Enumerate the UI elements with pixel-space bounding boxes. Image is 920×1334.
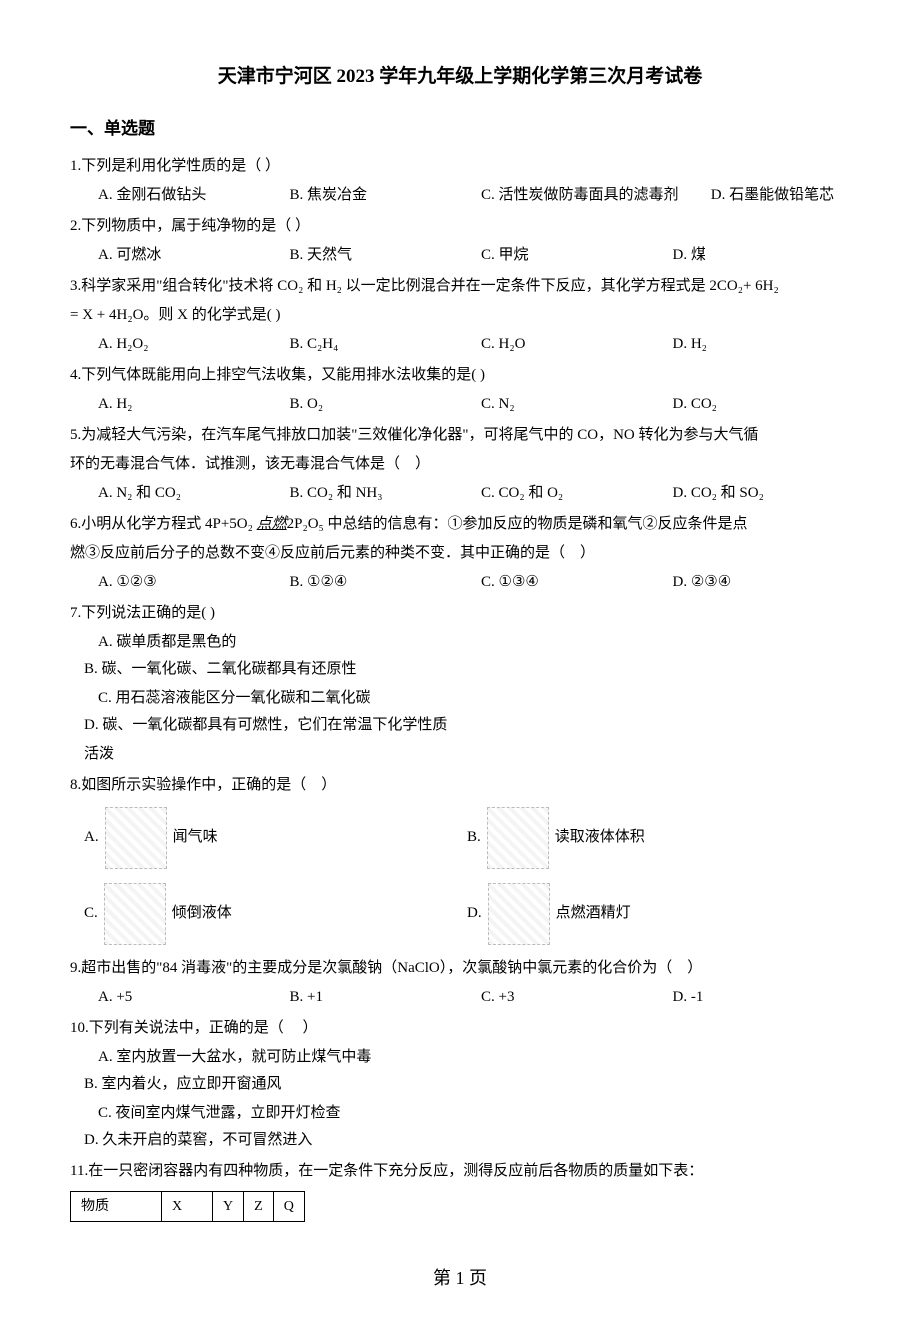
q2-option-a: A. 可燃冰 — [98, 242, 290, 269]
question-11: 11.在一只密闭容器内有四种物质，在一定条件下充分反应，测得反应前后各物质的质量… — [70, 1158, 850, 1222]
q9-option-b: B. +1 — [290, 984, 482, 1011]
section-1-heading: 一、单选题 — [70, 114, 850, 145]
q10-stem: 10.下列有关说法中，正确的是（ ） — [70, 1015, 850, 1042]
q6-option-d: D. ②③④ — [673, 569, 732, 596]
q2-option-b: B. 天然气 — [290, 242, 482, 269]
q2-stem: 2.下列物质中，属于纯净物的是（ ） — [70, 213, 850, 240]
table-cell-x: X — [162, 1191, 213, 1221]
question-3: 3.科学家采用"组合转化"技术将 CO₂ 和 H₂ 以一定比例混合并在一定条件下… — [70, 273, 850, 358]
table-cell-y: Y — [213, 1191, 244, 1221]
question-1: 1.下列是利用化学性质的是（ ） A. 金刚石做钻头 B. 焦炭冶金 C. 活性… — [70, 153, 850, 209]
q8-option-b: B. 读取液体体积 — [467, 807, 850, 869]
table-cell-z: Z — [244, 1191, 274, 1221]
q8-b-label: 读取液体体积 — [555, 824, 645, 851]
q5-stem-1: 5.为减轻大气污染，在汽车尾气排放口加装"三效催化净化器"，可将尾气中的 CO，… — [70, 422, 850, 449]
question-10: 10.下列有关说法中，正确的是（ ） A. 室内放置一大盆水，就可防止煤气中毒 … — [70, 1015, 850, 1154]
q2-option-c: C. 甲烷 — [481, 242, 673, 269]
q6-stem-2: 燃③反应前后分子的总数不变④反应前后元素的种类不变．其中正确的是（ ） — [70, 540, 850, 567]
q8-a-label: 闻气味 — [173, 824, 218, 851]
q10-option-b: B. 室内着火，应立即开窗通风 — [84, 1071, 467, 1098]
table-row: 物质 X Y Z Q — [71, 1191, 305, 1221]
page-footer: 第 1 页 — [70, 1262, 850, 1294]
exam-title: 天津市宁河区 2023 学年九年级上学期化学第三次月考试卷 — [70, 60, 850, 94]
q3-option-c: C. H₂O — [481, 331, 673, 358]
q5-option-c: C. CO₂ 和 O₂ — [481, 480, 673, 507]
question-8: 8.如图所示实验操作中，正确的是（ ） A. 闻气味 B. 读取液体体积 C. … — [70, 772, 850, 951]
smell-gas-icon — [105, 807, 167, 869]
q6-option-b: B. ①②④ — [290, 569, 482, 596]
q8-stem: 8.如图所示实验操作中，正确的是（ ） — [70, 772, 850, 799]
q8-option-c: C. 倾倒液体 — [84, 883, 467, 945]
q8-option-d: D. 点燃酒精灯 — [467, 883, 850, 945]
read-volume-icon — [487, 807, 549, 869]
q10-option-a: A. 室内放置一大盆水，就可防止煤气中毒 — [98, 1044, 481, 1071]
q7-stem: 7.下列说法正确的是( ) — [70, 600, 850, 627]
q6-stem-1: 6.小明从化学方程式 4P+5O₂ 点燃2P₂O₅ 中总结的信息有：①参加反应的… — [70, 511, 850, 538]
q4-option-a: A. H₂ — [98, 391, 290, 418]
q5-option-d: D. CO₂ 和 SO₂ — [673, 480, 764, 507]
q8-c-label: 倾倒液体 — [172, 900, 232, 927]
q8-d-label: 点燃酒精灯 — [556, 900, 631, 927]
q5-option-b: B. CO₂ 和 NH₃ — [290, 480, 482, 507]
q10-option-c: C. 夜间室内煤气泄露，立即开灯检查 — [98, 1100, 481, 1127]
q3-option-b: B. C₂H₄ — [290, 331, 482, 358]
q8-a-letter: A. — [84, 824, 99, 851]
q4-stem: 4.下列气体既能用向上排空气法收集，又能用排水法收集的是( ) — [70, 362, 850, 389]
q9-option-a: A. +5 — [98, 984, 290, 1011]
mass-table: 物质 X Y Z Q — [70, 1191, 305, 1222]
q6-stem-1-post: 2P₂O₅ 中总结的信息有：①参加反应的物质是磷和氧气②反应条件是点 — [287, 516, 748, 532]
q9-stem: 9.超市出售的"84 消毒液"的主要成分是次氯酸钠（NaClO），次氯酸钠中氯元… — [70, 955, 850, 982]
q3-stem-2: = X + 4H₂O。则 X 的化学式是( ) — [70, 302, 850, 329]
q6-condition-text: 点燃 — [257, 516, 287, 532]
q6-stem-1-pre: 6.小明从化学方程式 4P+5O₂ — [70, 516, 257, 532]
q5-option-a: A. N₂ 和 CO₂ — [98, 480, 290, 507]
q6-option-a: A. ①②③ — [98, 569, 290, 596]
question-2: 2.下列物质中，属于纯净物的是（ ） A. 可燃冰 B. 天然气 C. 甲烷 D… — [70, 213, 850, 269]
q7-option-d: D. 碳、一氧化碳都具有可燃性，它们在常温下化学性质 — [84, 712, 467, 739]
q4-option-c: C. N₂ — [481, 391, 673, 418]
q11-stem: 11.在一只密闭容器内有四种物质，在一定条件下充分反应，测得反应前后各物质的质量… — [70, 1158, 850, 1185]
question-9: 9.超市出售的"84 消毒液"的主要成分是次氯酸钠（NaClO），次氯酸钠中氯元… — [70, 955, 850, 1011]
q1-stem: 1.下列是利用化学性质的是（ ） — [70, 153, 850, 180]
table-cell-q: Q — [273, 1191, 304, 1221]
q9-option-c: C. +3 — [481, 984, 673, 1011]
q7-option-d-cont: 活泼 — [84, 741, 850, 768]
q8-b-letter: B. — [467, 824, 481, 851]
q7-option-c: C. 用石蕊溶液能区分一氧化碳和二氧化碳 — [98, 685, 481, 712]
q4-option-d: D. CO₂ — [673, 391, 717, 418]
q1-option-b: B. 焦炭冶金 — [290, 182, 482, 209]
q5-stem-2: 环的无毒混合气体．试推测，该无毒混合气体是（ ） — [70, 451, 850, 478]
question-4: 4.下列气体既能用向上排空气法收集，又能用排水法收集的是( ) A. H₂ B.… — [70, 362, 850, 418]
q8-option-a: A. 闻气味 — [84, 807, 467, 869]
q6-option-c: C. ①③④ — [481, 569, 673, 596]
question-7: 7.下列说法正确的是( ) A. 碳单质都是黑色的 B. 碳、一氧化碳、二氧化碳… — [70, 600, 850, 768]
q1-option-c: C. 活性炭做防毒面具的滤毒剂 — [481, 182, 711, 209]
q7-option-a: A. 碳单质都是黑色的 — [98, 629, 481, 656]
q1-option-d: D. 石墨能做铅笔芯 — [711, 182, 834, 209]
q3-option-d: D. H₂ — [673, 331, 707, 358]
light-lamp-icon — [488, 883, 550, 945]
q7-option-b: B. 碳、一氧化碳、二氧化碳都具有还原性 — [84, 656, 467, 683]
question-6: 6.小明从化学方程式 4P+5O₂ 点燃2P₂O₅ 中总结的信息有：①参加反应的… — [70, 511, 850, 596]
q2-option-d: D. 煤 — [673, 242, 706, 269]
q3-option-a: A. H₂O₂ — [98, 331, 290, 358]
pour-liquid-icon — [104, 883, 166, 945]
q10-option-d: D. 久未开启的菜窖，不可冒然进入 — [84, 1127, 467, 1154]
table-cell-substance: 物质 — [71, 1191, 162, 1221]
q9-option-d: D. -1 — [673, 984, 704, 1011]
q8-c-letter: C. — [84, 900, 98, 927]
question-5: 5.为减轻大气污染，在汽车尾气排放口加装"三效催化净化器"，可将尾气中的 CO，… — [70, 422, 850, 507]
q8-d-letter: D. — [467, 900, 482, 927]
q3-stem-1: 3.科学家采用"组合转化"技术将 CO₂ 和 H₂ 以一定比例混合并在一定条件下… — [70, 273, 850, 300]
q4-option-b: B. O₂ — [290, 391, 482, 418]
q1-option-a: A. 金刚石做钻头 — [98, 182, 290, 209]
